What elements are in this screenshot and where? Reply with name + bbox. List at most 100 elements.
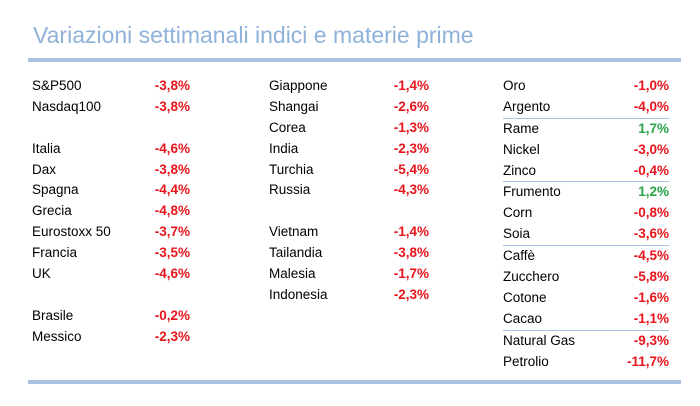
table-row: Francia -3,5% — [32, 243, 190, 264]
spacer-row — [32, 118, 190, 139]
spacer-row — [32, 285, 190, 306]
row-label: Indonesia — [269, 286, 328, 302]
table-row: Argento -4,0% — [503, 97, 669, 118]
table-row: Grecia -4,8% — [32, 201, 190, 222]
row-value: -4,6% — [154, 140, 190, 156]
row-label: Malesia — [269, 266, 316, 282]
row-value: -2,3% — [393, 286, 429, 302]
row-label: Shangai — [269, 98, 319, 114]
table-row: Italia -4,6% — [32, 139, 190, 160]
row-label: Dax — [32, 161, 57, 177]
row-label: Italia — [32, 140, 61, 156]
table-row: Petrolio -11,7% — [503, 352, 669, 373]
table-row: Malesia -1,7% — [269, 264, 429, 285]
table-row: India -2,3% — [269, 139, 429, 160]
row-label: S&P500 — [32, 78, 82, 93]
row-value: -4,4% — [154, 182, 190, 198]
table-row: Tailandia -3,8% — [269, 243, 429, 264]
row-label: Grecia — [32, 203, 72, 219]
row-label: Cotone — [503, 289, 547, 305]
table-row: S&P500 -3,8% — [32, 76, 190, 97]
row-label: Eurostoxx 50 — [32, 224, 111, 240]
row-value: -3,8% — [154, 78, 190, 93]
row-value: -3,0% — [633, 141, 669, 157]
row-label: Zinco — [503, 162, 537, 178]
row-label: Giappone — [269, 78, 328, 93]
row-label: Nasdaq100 — [32, 98, 102, 114]
column-commodities: Oro -1,0% Argento -4,0% Rame 1,7% Nickel -3,0% Z… — [503, 76, 669, 372]
row-value: -3,7% — [154, 224, 190, 240]
column-indices-asia: Giappone -1,4% Shangai -2,6% Corea -1,3% India… — [269, 76, 429, 306]
table-row: Corn -0,8% — [503, 203, 669, 224]
row-label: India — [269, 140, 299, 156]
row-value: 1,7% — [638, 120, 669, 136]
row-value: -0,8% — [633, 205, 669, 221]
row-value: -3,8% — [154, 161, 190, 177]
page-title: Variazioni settimanali indici e materie … — [33, 22, 474, 48]
row-value: -2,6% — [393, 98, 429, 114]
row-label: Rame — [503, 120, 540, 136]
table-row: Dax -3,8% — [32, 160, 190, 181]
row-value: -5,4% — [393, 161, 429, 177]
row-label: Turchia — [269, 161, 314, 177]
row-label: Natural Gas — [503, 332, 576, 348]
row-value: -4,3% — [393, 182, 429, 198]
row-label: Messico — [32, 328, 82, 344]
table-row: Corea -1,3% — [269, 118, 429, 139]
table-row: Cotone -1,6% — [503, 288, 669, 309]
title-divider — [28, 58, 681, 62]
row-value: -0,4% — [633, 162, 669, 178]
row-label: Oro — [503, 78, 526, 93]
table-row: Indonesia -2,3% — [269, 285, 429, 306]
table-row: Messico -2,3% — [32, 327, 190, 348]
table-row: Nickel -3,0% — [503, 140, 669, 161]
table-row: Natural Gas -9,3% — [503, 329, 669, 352]
row-value: -4,8% — [154, 203, 190, 219]
row-value: -3,8% — [154, 98, 190, 114]
row-value: -11,7% — [626, 353, 669, 369]
row-label: Zucchero — [503, 269, 560, 285]
row-label: Argento — [503, 98, 551, 114]
column-indices-west: S&P500 -3,8% Nasdaq100 -3,8% Italia -4,6% Dax -… — [32, 76, 190, 348]
table-row: UK -4,6% — [32, 264, 190, 285]
row-label: Spagna — [32, 182, 79, 198]
row-value: -4,0% — [633, 98, 669, 114]
row-label: Nickel — [503, 141, 540, 157]
table-row: Shangai -2,6% — [269, 97, 429, 118]
row-label: Corn — [503, 205, 533, 221]
row-label: Frumento — [503, 184, 561, 200]
row-label: Caffè — [503, 248, 536, 264]
row-value: -1,7% — [393, 266, 429, 282]
table-row: Soia -3,6% — [503, 224, 669, 245]
table-row: Caffè -4,5% — [503, 245, 669, 267]
table-row: Brasile -0,2% — [32, 306, 190, 327]
table-row: Giappone -1,4% — [269, 76, 429, 97]
row-label: Corea — [269, 119, 306, 135]
row-value: -1,1% — [633, 310, 669, 326]
row-value: -4,6% — [154, 266, 190, 282]
table-row: Cacao -1,1% — [503, 309, 669, 330]
row-label: Russia — [269, 182, 311, 198]
row-value: -0,2% — [154, 307, 190, 323]
row-value: -1,3% — [393, 119, 429, 135]
row-value: -1,4% — [393, 78, 429, 93]
row-label: Francia — [32, 245, 78, 261]
table-row: Turchia -5,4% — [269, 160, 429, 181]
row-label: Cacao — [503, 310, 543, 326]
table-row: Nasdaq100 -3,8% — [32, 97, 190, 118]
row-label: Brasile — [32, 307, 74, 323]
table-row: Eurostoxx 50 -3,7% — [32, 222, 190, 243]
row-value: -1,0% — [633, 78, 669, 93]
table-row: Vietnam -1,4% — [269, 222, 429, 243]
row-label: Tailandia — [269, 245, 323, 261]
table-row: Frumento 1,2% — [503, 181, 669, 203]
row-value: -1,4% — [393, 224, 429, 240]
row-value: -3,8% — [393, 245, 429, 261]
table-row: Oro -1,0% — [503, 76, 669, 97]
table-row: Zucchero -5,8% — [503, 267, 669, 288]
row-value: -2,3% — [154, 328, 190, 344]
spacer-row — [269, 201, 429, 222]
row-value: -9,3% — [633, 332, 669, 348]
row-value: -2,3% — [393, 140, 429, 156]
row-value: -3,6% — [633, 226, 669, 242]
